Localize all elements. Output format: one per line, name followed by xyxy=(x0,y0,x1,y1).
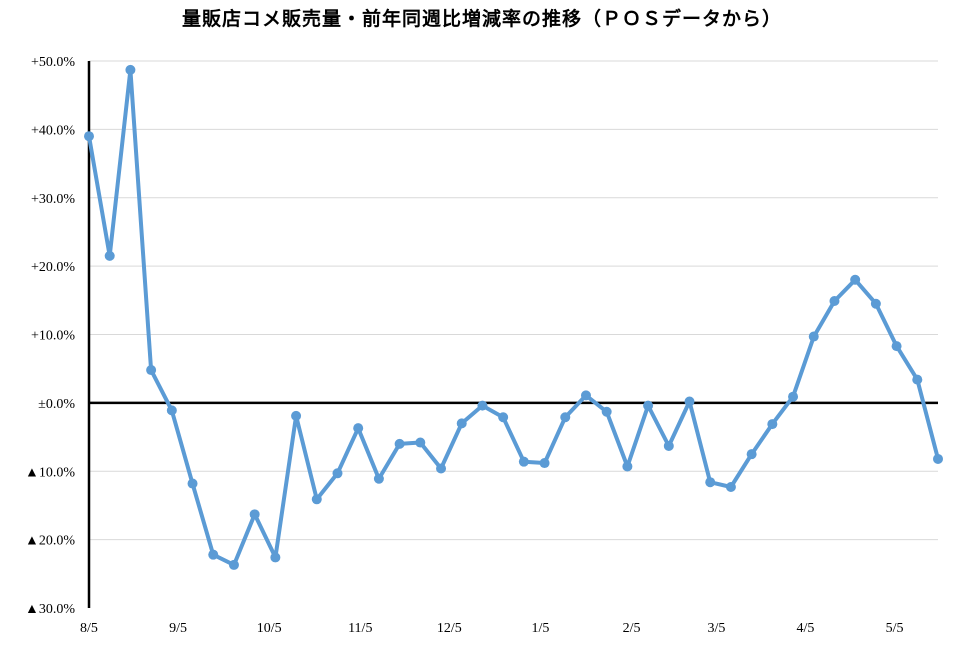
x-tick-label: 2/5 xyxy=(623,621,641,636)
x-tick-label: 11/5 xyxy=(348,621,372,636)
data-point xyxy=(166,405,177,416)
data-point xyxy=(228,559,239,570)
data-point xyxy=(725,481,736,492)
y-tick-label: +30.0% xyxy=(31,192,75,207)
data-point xyxy=(270,552,281,563)
data-point xyxy=(891,341,902,352)
data-point xyxy=(705,477,716,488)
data-point xyxy=(580,390,591,401)
data-point xyxy=(643,400,654,411)
data-point xyxy=(684,396,695,407)
x-tick-label: 4/5 xyxy=(797,621,815,636)
data-point xyxy=(104,250,115,261)
data-point xyxy=(870,298,881,309)
data-point xyxy=(394,438,405,449)
data-point xyxy=(84,131,94,142)
data-point xyxy=(291,410,302,421)
data-point xyxy=(622,461,633,472)
data-point xyxy=(373,473,384,484)
data-point xyxy=(187,478,198,489)
data-point xyxy=(456,418,467,429)
y-tick-label: ▲30.0% xyxy=(25,602,75,617)
data-point xyxy=(539,458,550,469)
data-point xyxy=(912,374,923,385)
data-point xyxy=(311,494,322,505)
y-tick-label: ▲20.0% xyxy=(25,534,75,549)
x-tick-label: 9/5 xyxy=(169,621,187,636)
data-point xyxy=(788,391,799,402)
data-point xyxy=(746,449,757,460)
data-point xyxy=(146,365,157,376)
data-point xyxy=(850,274,861,285)
data-point xyxy=(518,456,529,467)
y-tick-label: +40.0% xyxy=(31,123,75,138)
data-point xyxy=(933,453,943,464)
data-point xyxy=(208,549,219,560)
data-point xyxy=(663,440,674,451)
x-tick-label: 10/5 xyxy=(257,621,282,636)
data-point xyxy=(249,509,260,520)
data-point xyxy=(829,295,840,306)
data-point xyxy=(498,412,509,423)
y-tick-label: ▲10.0% xyxy=(25,465,75,480)
series-line xyxy=(87,67,940,567)
data-point xyxy=(477,400,488,411)
data-point xyxy=(808,331,819,342)
y-tick-label: +10.0% xyxy=(31,329,75,344)
x-tick-label: 8/5 xyxy=(80,621,98,636)
data-point xyxy=(332,468,343,479)
chart-title: 量販店コメ販売量・前年同週比増減率の推移（ＰＯＳデータから） xyxy=(181,8,782,30)
data-point xyxy=(353,423,364,434)
data-point xyxy=(125,64,136,75)
y-tick-label: +50.0% xyxy=(31,55,75,70)
y-tick-label: ±0.0% xyxy=(38,397,75,412)
y-tick-label: +20.0% xyxy=(31,260,75,275)
x-tick-label: 1/5 xyxy=(531,621,549,636)
data-point xyxy=(415,437,426,448)
x-tick-label: 12/5 xyxy=(437,621,462,636)
x-tick-label: 3/5 xyxy=(707,621,725,636)
x-tick-label: 5/5 xyxy=(886,621,904,636)
data-point xyxy=(601,406,612,417)
data-point xyxy=(560,412,571,423)
data-point xyxy=(767,419,778,430)
data-point xyxy=(436,463,447,474)
